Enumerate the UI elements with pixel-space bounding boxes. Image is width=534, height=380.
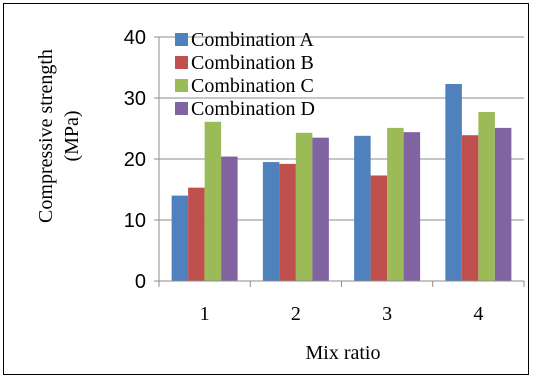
x-tick-label: 2 [291, 303, 301, 325]
bar [279, 163, 296, 281]
legend-label: Combination A [191, 29, 314, 51]
bar [221, 156, 238, 281]
bar [171, 195, 189, 281]
bar [445, 83, 462, 281]
y-axis-label-line1: Compressive strength [35, 49, 57, 223]
bar [312, 137, 329, 281]
bar [461, 135, 479, 281]
bar [370, 175, 388, 281]
bar [478, 112, 495, 281]
bar [295, 132, 313, 281]
x-tick-label: 1 [200, 303, 210, 325]
x-axis-label: Mix ratio [306, 342, 381, 364]
y-tick-label: 0 [135, 271, 146, 293]
legend-swatch [175, 56, 188, 69]
x-tick-label: 3 [382, 303, 392, 325]
axes [154, 36, 525, 287]
legend-label: Combination C [191, 75, 314, 97]
y-tick-label: 40 [124, 27, 146, 49]
bar [204, 121, 222, 281]
legend-label: Combination D [191, 98, 315, 120]
x-tick-label: 4 [473, 303, 483, 325]
bars [171, 83, 512, 281]
bar [354, 135, 371, 281]
y-tick-label: 20 [124, 149, 146, 171]
y-tick-label: 30 [124, 88, 146, 110]
y-axis-label-line2: (MPa) [61, 110, 83, 161]
legend-swatch [175, 79, 188, 92]
bar [262, 162, 280, 281]
bar [403, 132, 421, 281]
y-tick-label: 10 [124, 210, 146, 232]
legend-swatch [175, 33, 188, 46]
legend-swatch [175, 102, 188, 115]
y-tick-labels: 0 10 20 30 40 [124, 27, 146, 293]
bar [188, 187, 205, 281]
bar [494, 127, 512, 281]
x-tick-labels: 1 2 3 4 [200, 303, 484, 325]
bar [387, 127, 404, 281]
legend-label: Combination B [191, 52, 314, 74]
